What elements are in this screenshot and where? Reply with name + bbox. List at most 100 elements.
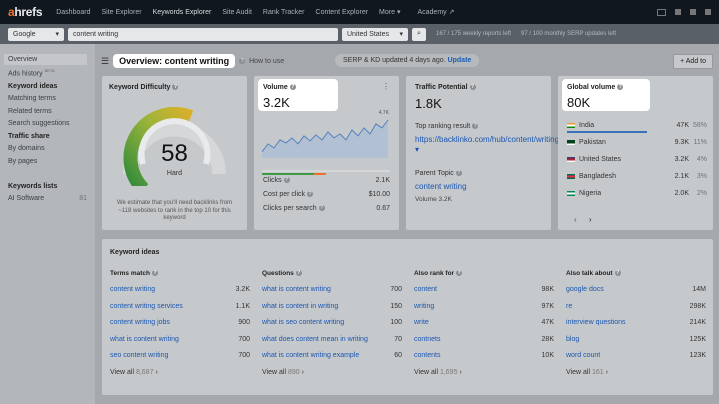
ideas-keyword-link[interactable]: content writing jobs [110,319,170,326]
help-icon[interactable]: ? [239,58,246,64]
ideas-keyword-link[interactable]: re [566,302,573,310]
view-all-link[interactable]: View all 161 › [566,368,608,376]
ideas-column-head: Questions? [262,270,302,277]
kd-gauge [123,107,226,186]
sidebar-item-ai-software[interactable]: AI Software 81 [8,194,87,202]
ideas-volume: 47K [541,319,554,326]
ideas-keyword-link[interactable]: google docs [566,286,604,293]
ideas-column: Also talk about? google docs 14M re 298K inte… [566,270,706,376]
nav-dashboard[interactable]: Dashboard [56,8,91,16]
grid-icon[interactable] [675,9,681,15]
ideas-row: what is seo content writing 100 [262,319,402,326]
sidebar-item-by-pages[interactable]: By pages [8,157,38,165]
more-menu-icon[interactable]: ⋮ [382,82,390,91]
ideas-volume: 98K [541,286,554,293]
ideas-column-head: Also rank for? [414,270,463,277]
country-row[interactable]: Bangladesh 2.1K 3% [567,173,707,180]
chevron-right-icon[interactable]: › [588,215,592,224]
sidebar-head-traffic-share: Traffic share [8,133,50,141]
country-pct: 3% [696,173,707,180]
window-icon[interactable] [657,8,666,16]
sidebar-item-by-domains[interactable]: By domains [8,145,45,153]
ideas-row: content writing 3.2K [110,286,250,293]
ahrefs-logo[interactable]: ahrefs [8,5,43,19]
ideas-keyword-link[interactable]: what is content in writing [262,302,339,310]
sidebar-item-matching-terms[interactable]: Matching terms [8,95,56,103]
parent-label: Parent Topic? [415,170,462,177]
ideas-keyword-link[interactable]: content writing [110,286,156,293]
sidebar-item-search-suggestions[interactable]: Search suggestions [8,120,70,128]
ideas-keyword-link[interactable]: contents [414,352,441,359]
help-icon[interactable]: ? [289,84,296,91]
nav-keywords-explorer[interactable]: Keywords Explorer [152,8,212,16]
country-row[interactable]: United States 3.2K 4% [567,156,707,163]
view-all-link[interactable]: View all 1,695 › [414,368,462,376]
ideas-keyword-link[interactable]: content [414,286,437,293]
ideas-column: Questions? what is content writing 700 what… [262,270,402,376]
nav-site-explorer[interactable]: Site Explorer [101,8,142,16]
ideas-keyword-link[interactable]: what does content mean in writing [262,335,368,343]
search-bar: Google ▾ content writing United States ▾ ⌕… [0,24,719,44]
nav-more[interactable]: More ▾ [379,9,401,16]
ideas-keyword-link[interactable]: what is content writing example [262,352,360,359]
nav-rank-tracker[interactable]: Rank Tracker [262,8,305,16]
sidebar-item-related-terms[interactable]: Related terms [8,107,52,115]
kd-title: Keyword Difficulty? [109,84,179,91]
country-row[interactable]: Nigeria 2.0K 2% [567,190,707,197]
ideas-keyword-link[interactable]: interview questions [566,319,626,326]
ideas-keyword-link[interactable]: word count [566,352,601,359]
ideas-keyword-link[interactable]: what is content writing [262,286,331,293]
flag-icon [567,122,575,128]
nav-site-audit[interactable]: Site Audit [222,8,252,16]
parent-topic-link[interactable]: content writing [415,182,467,191]
trp-url[interactable]: https://backlinko.com/hub/content/writin… [415,135,560,154]
global-card: Global volume? 80K India 47K 58% Pakistan 9.… [558,76,713,230]
ideas-keyword-link[interactable]: what is content writing [110,335,179,343]
nav-academy[interactable]: Academy ↗ [417,9,455,16]
chevron-right-icon: › [605,368,608,376]
country-row[interactable]: India 47K 58% [567,122,707,133]
apps-icon[interactable] [690,9,696,15]
ideas-row: what is content in writing 150 [262,303,402,310]
country-volume: 9.3K [674,139,689,146]
ideas-row: word count 123K [566,352,706,359]
country-select[interactable]: United States ▾ [342,27,408,41]
keyword-input[interactable]: content writing [68,27,338,41]
help-icon[interactable]: ? [172,84,179,91]
country-row[interactable]: Pakistan 9.3K 11% [567,139,707,146]
help-icon[interactable]: ? [617,84,624,91]
ideas-keyword-link[interactable]: blog [566,335,580,343]
ideas-keyword-link[interactable]: contnets [414,335,441,343]
ideas-keyword-link[interactable]: write [414,319,429,326]
sidebar-item-ads-history[interactable]: Ads history BETA [8,68,55,78]
parent-volume: Volume 3.2K [415,196,452,203]
ideas-keyword-link[interactable]: writing [414,302,435,310]
global-value: 80K [567,95,591,110]
account-icon[interactable] [705,9,711,15]
nav-content-explorer[interactable]: Content Explorer [315,8,369,16]
add-to-button[interactable]: + Add to [673,54,713,69]
ideas-volume: 70 [394,335,402,343]
hamburger-icon[interactable]: ☰ [101,55,110,66]
sidebar-item-overview[interactable]: Overview [4,54,87,65]
global-highlight [562,79,650,111]
engine-select[interactable]: Google ▾ [8,27,64,41]
view-all-link[interactable]: View all 890 › [262,368,304,376]
top-nav: ahrefs Dashboard Site Explorer Keywords … [0,0,719,24]
ideas-volume: 1.1K [235,302,250,310]
ideas-volume: 125K [689,335,706,343]
volume-trend-chart [262,119,389,158]
how-to-use-link[interactable]: How to use [249,57,285,65]
clicks-row: Clicks? 2.1K [263,177,390,184]
view-all-link[interactable]: View all 8,687 › [110,368,158,376]
search-button[interactable]: ⌕ [412,27,426,41]
help-icon[interactable]: ? [469,84,476,91]
ideas-keyword-link[interactable]: seo content writing [110,352,169,359]
ideas-keyword-link[interactable]: what is seo content writing [262,319,345,326]
ideas-keyword-link[interactable]: content writing services [110,302,183,310]
country-name: Pakistan [579,139,606,146]
update-link[interactable]: Update [447,57,472,64]
ideas-row: seo content writing 700 [110,352,250,359]
chevron-left-icon[interactable]: ‹ [574,215,577,224]
ideas-volume: 150 [390,302,402,310]
